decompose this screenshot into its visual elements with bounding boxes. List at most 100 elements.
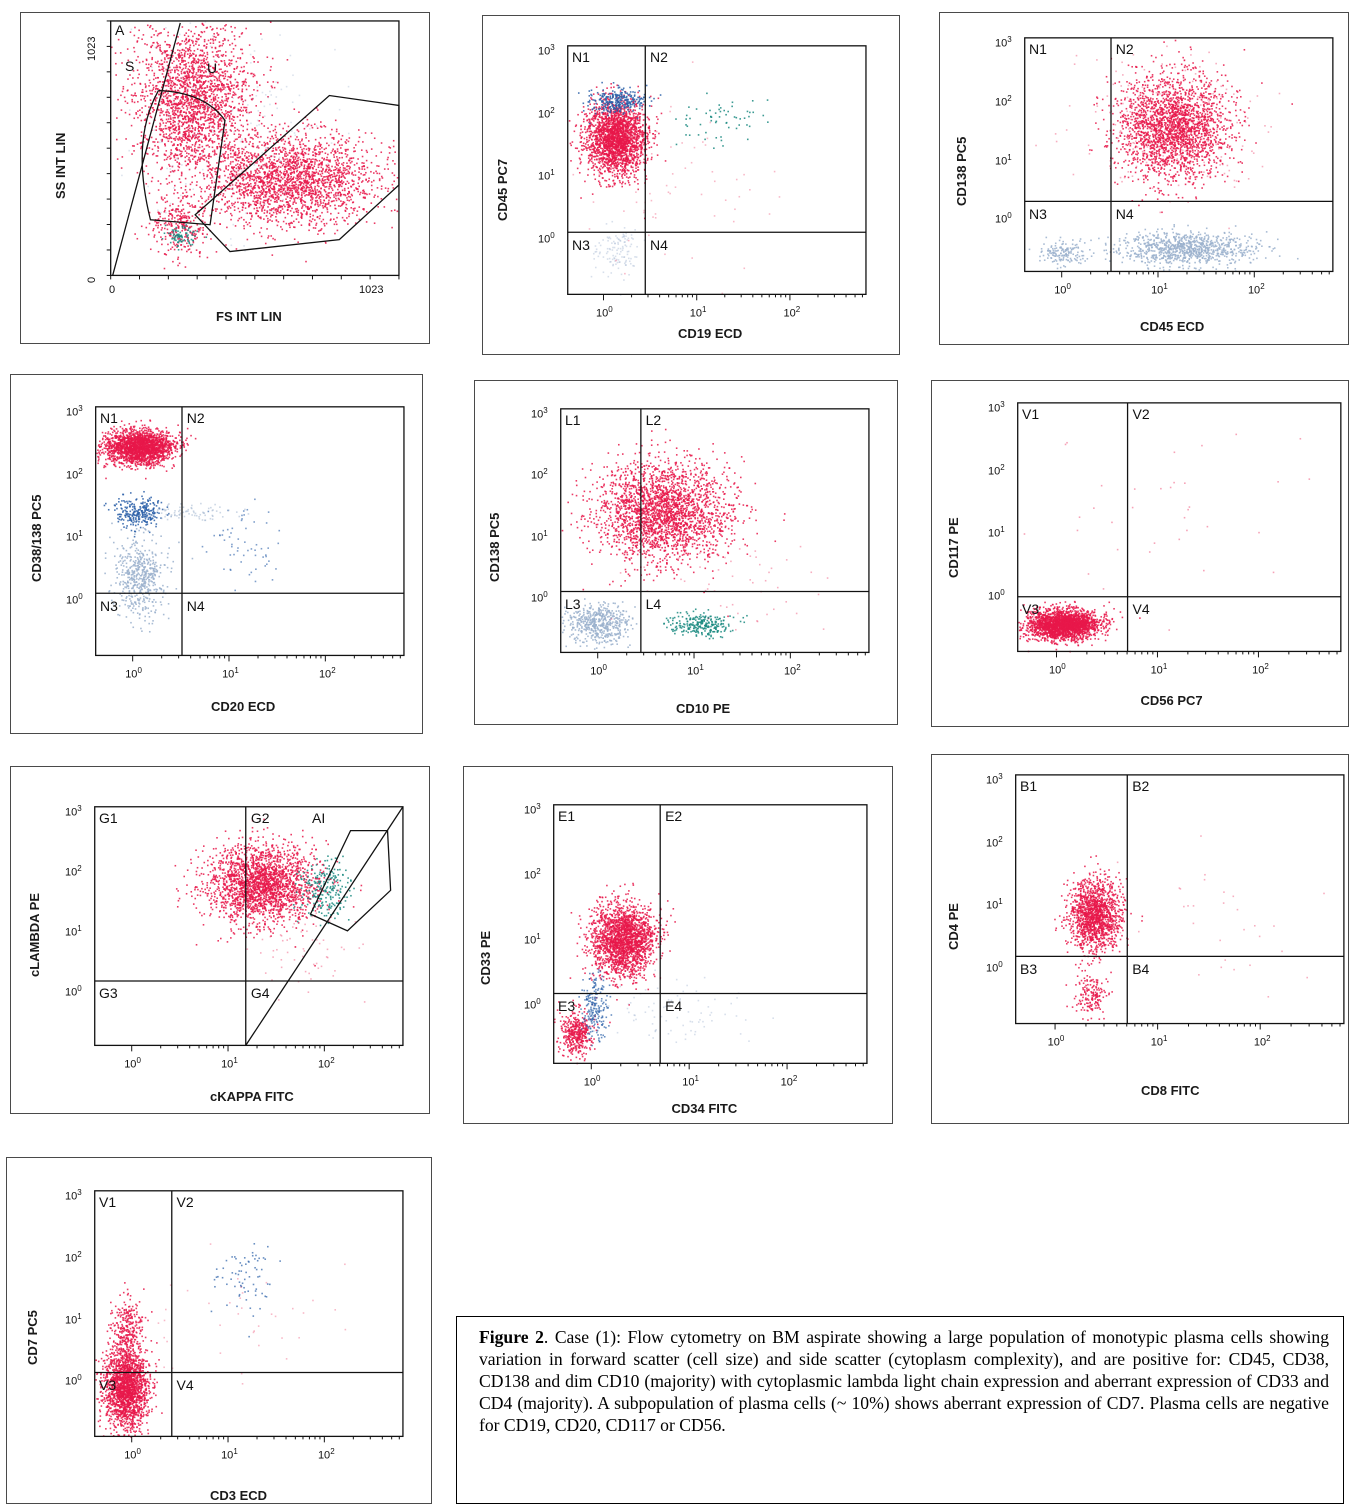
data-point (180, 152, 182, 155)
data-point (299, 183, 302, 186)
data-point (176, 149, 178, 152)
data-point (155, 30, 157, 32)
data-point (217, 88, 220, 91)
data-point (277, 207, 280, 209)
data-point (226, 181, 229, 183)
data-point (208, 184, 210, 187)
data-point (322, 207, 325, 209)
data-point (166, 79, 168, 82)
data-point (167, 83, 170, 85)
data-point (186, 234, 188, 237)
data-point (161, 141, 163, 143)
data-point (260, 192, 263, 195)
data-point (249, 136, 252, 139)
data-point (272, 196, 275, 198)
data-point (388, 152, 391, 154)
data-point (276, 107, 278, 110)
data-point (329, 160, 331, 163)
data-point (205, 92, 207, 94)
data-point (200, 124, 203, 126)
data-point (328, 187, 330, 190)
data-point (270, 215, 272, 218)
data-point (291, 171, 293, 174)
data-point (308, 229, 310, 232)
data-point (253, 61, 256, 63)
data-point (166, 120, 169, 123)
data-point (173, 116, 176, 119)
data-point (281, 178, 284, 180)
data-point (197, 81, 200, 84)
data-point (300, 217, 303, 220)
data-point (186, 92, 188, 94)
data-point (248, 161, 250, 163)
data-point (188, 242, 191, 245)
data-point (180, 109, 183, 112)
data-point (238, 190, 241, 193)
data-point (182, 139, 184, 141)
data-point (120, 109, 123, 111)
data-point (325, 169, 327, 172)
data-point (246, 223, 249, 226)
data-point (333, 169, 335, 172)
data-point (206, 165, 209, 168)
data-point (208, 168, 211, 170)
data-point (231, 176, 233, 178)
data-point (183, 102, 186, 104)
data-point (191, 231, 194, 234)
data-point (268, 167, 271, 170)
data-point (206, 174, 209, 176)
data-point (204, 190, 206, 193)
data-point (334, 150, 337, 152)
data-point (265, 154, 267, 157)
data-point (251, 190, 253, 193)
data-point (162, 51, 165, 54)
data-point (131, 98, 133, 101)
data-point (145, 74, 148, 76)
data-point (255, 129, 257, 132)
data-point (116, 117, 118, 119)
data-point (248, 155, 250, 157)
data-point (276, 167, 279, 169)
data-point (148, 85, 150, 87)
data-point (337, 160, 339, 162)
data-point (189, 99, 192, 101)
data-point (321, 157, 324, 159)
data-point (186, 74, 188, 77)
data-point (244, 191, 246, 193)
data-point (295, 202, 297, 204)
data-point (267, 127, 269, 129)
data-point (258, 216, 261, 219)
data-point (194, 95, 197, 97)
data-point (268, 175, 270, 177)
data-point (203, 159, 206, 161)
data-point (323, 205, 326, 208)
data-point (244, 80, 246, 82)
data-point (172, 109, 174, 111)
data-point (301, 205, 304, 208)
data-point (293, 132, 296, 134)
data-point (346, 208, 348, 210)
data-point (179, 99, 182, 101)
data-point (271, 86, 274, 89)
data-point (318, 230, 320, 232)
data-point (300, 161, 302, 164)
data-point (267, 235, 270, 237)
data-point (297, 174, 299, 176)
data-point (272, 178, 275, 180)
data-point (177, 49, 179, 51)
data-point (217, 54, 219, 56)
data-point (161, 68, 163, 71)
data-point (164, 51, 166, 54)
data-point (174, 153, 177, 155)
data-point (164, 224, 167, 227)
data-point (218, 142, 220, 145)
data-point (370, 181, 373, 183)
data-point (178, 163, 181, 165)
data-point (338, 152, 341, 154)
data-point (212, 85, 215, 87)
data-point (209, 101, 211, 104)
data-point (200, 133, 202, 136)
data-point (145, 85, 147, 87)
data-point (162, 96, 165, 99)
data-point (237, 108, 240, 110)
